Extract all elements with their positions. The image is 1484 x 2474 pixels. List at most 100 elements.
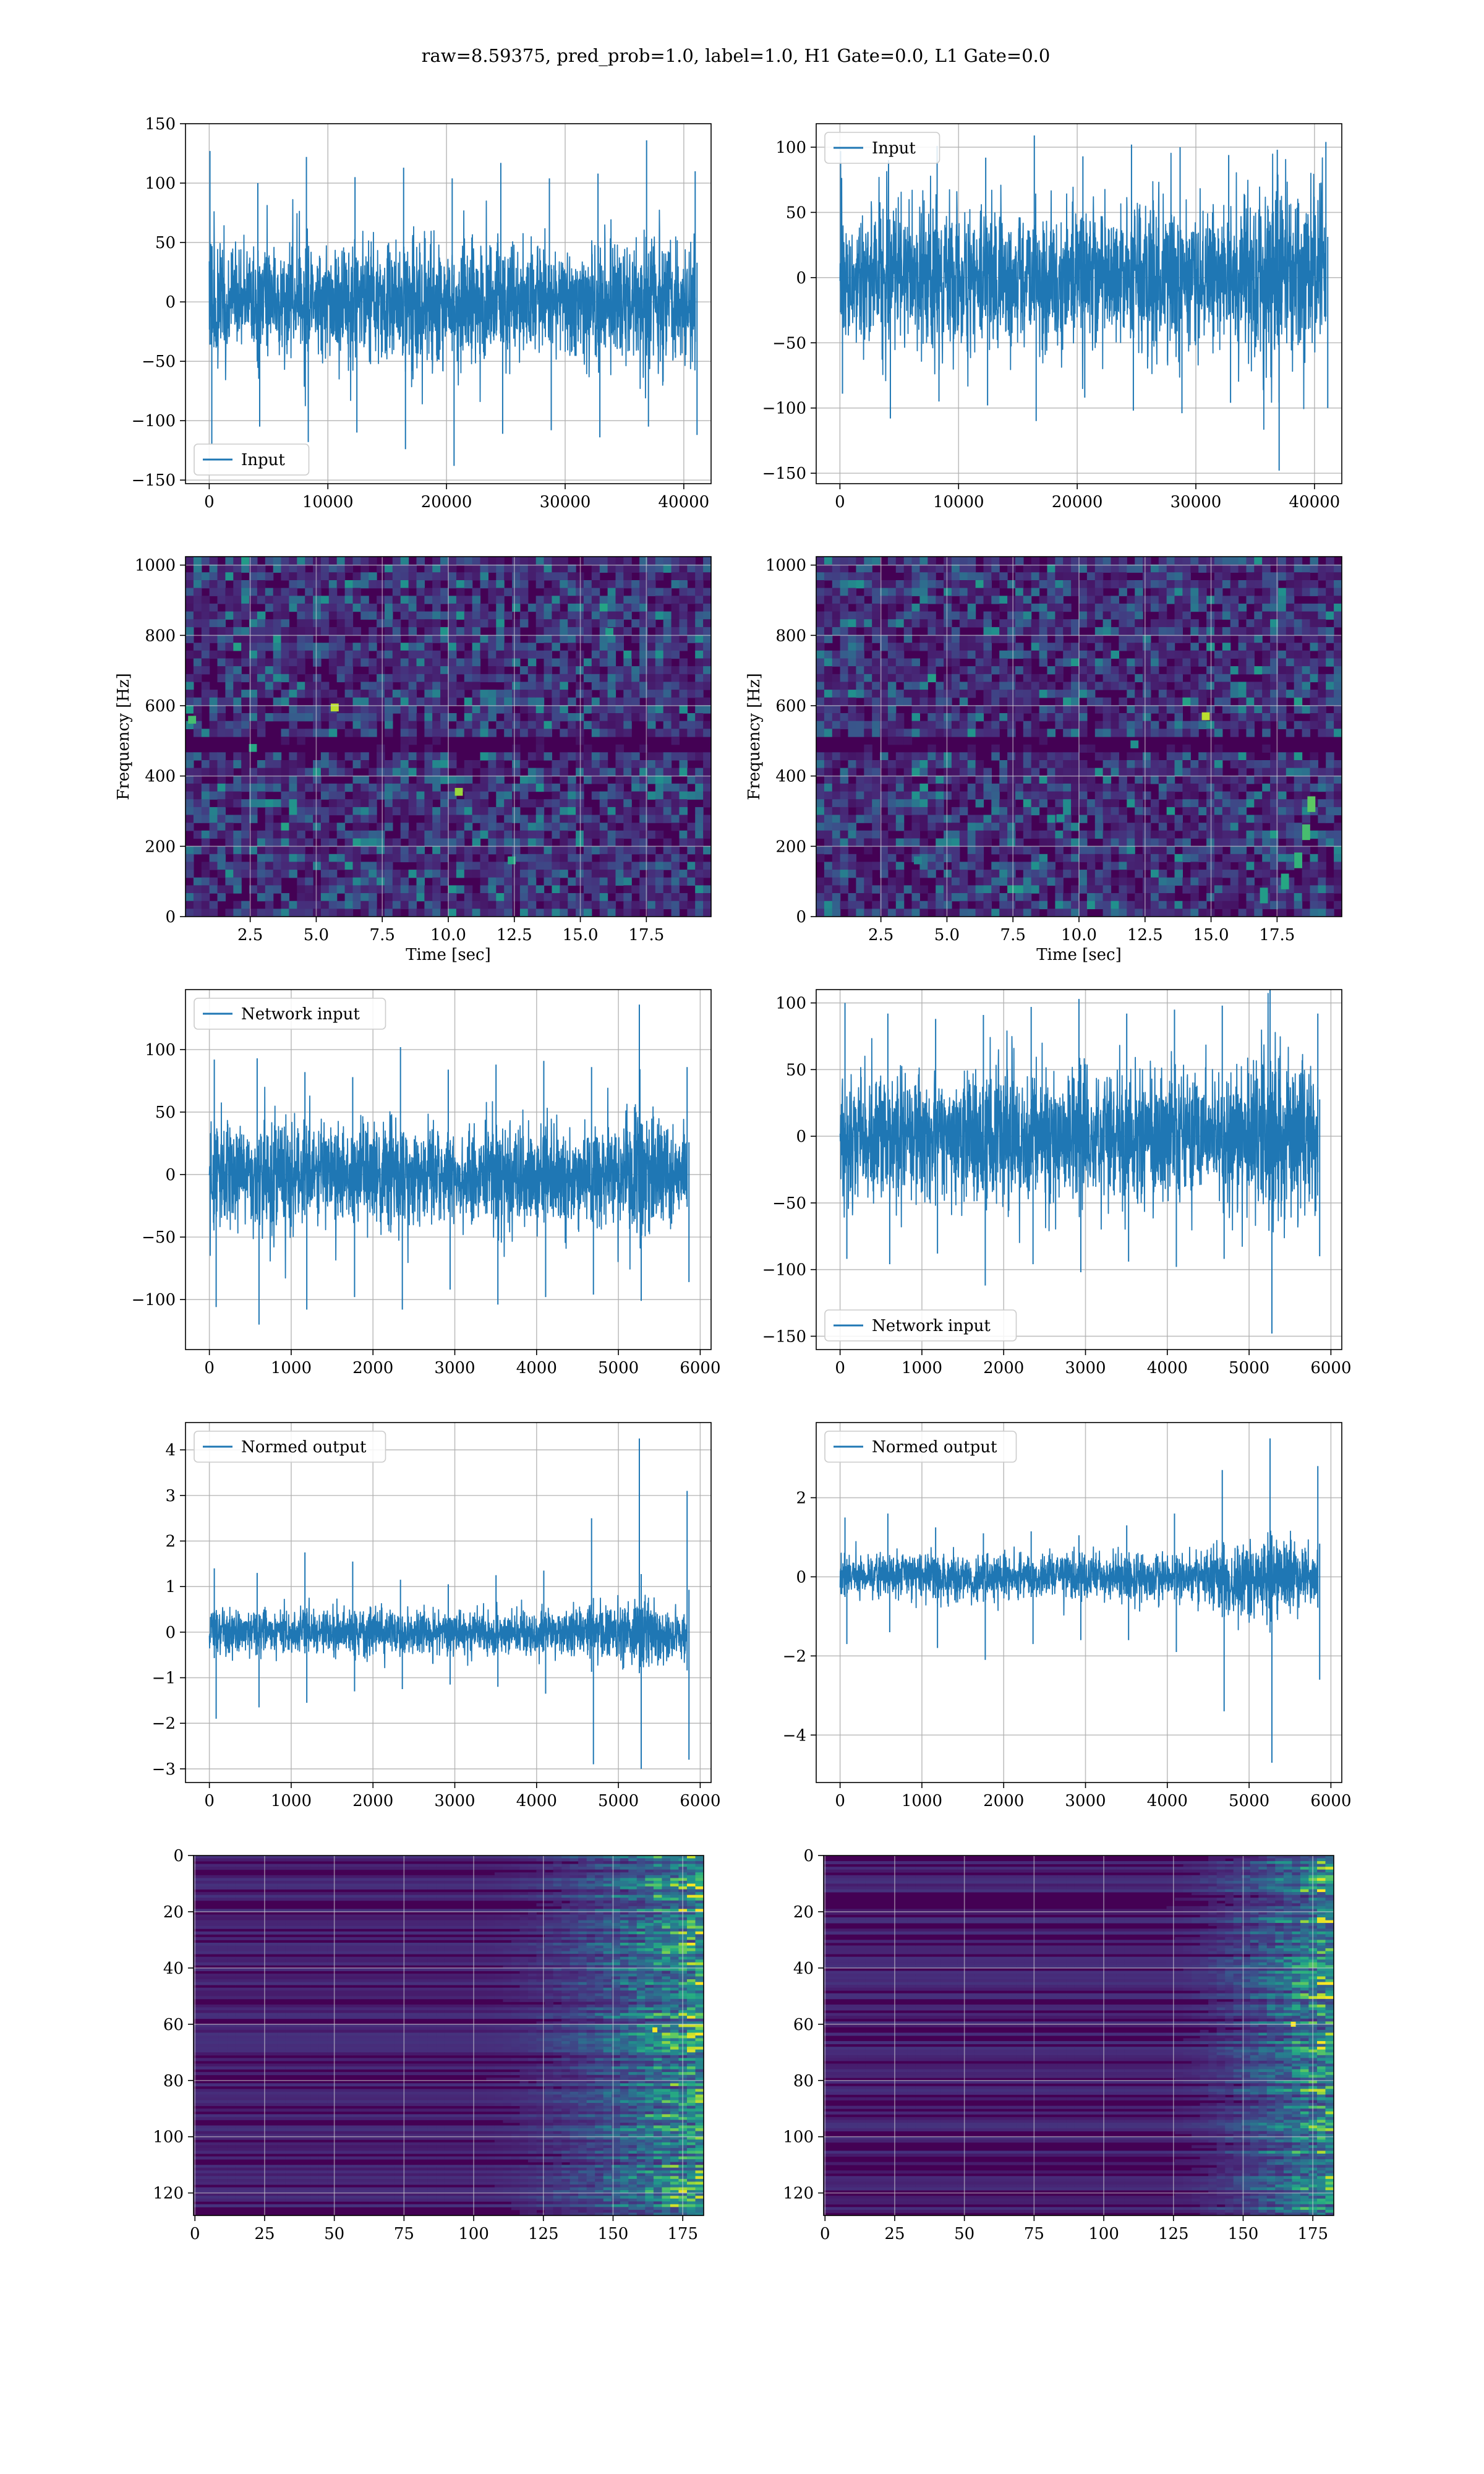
- spectrogram-l1-cell: [1254, 666, 1263, 675]
- spectrogram-l1-cell: [1102, 838, 1112, 847]
- spectrogram-l1-cell: [1039, 580, 1048, 589]
- spectrogram-l1-cell: [959, 893, 968, 902]
- spectrogram-l1-cell: [1246, 885, 1255, 894]
- spectrogram-h1-cell: [703, 815, 711, 823]
- spectrogram-h1-cell: [615, 815, 624, 823]
- spectrogram-l1-cell: [1119, 619, 1127, 628]
- spectrogram-l1-cell: [1278, 893, 1287, 902]
- spectrogram-l1-cell: [1119, 830, 1127, 839]
- spectrogram-h1-cell: [209, 580, 218, 589]
- spectrogram-l1-cell: [824, 752, 833, 761]
- spectrogram-l1-cell: [1111, 674, 1119, 683]
- spectrogram-l1-cell: [1135, 729, 1143, 737]
- spectrogram-l1-cell: [1278, 830, 1287, 839]
- spectrogram-h1-cell: [504, 783, 513, 792]
- spectrogram-l1-cell: [1135, 627, 1143, 636]
- spectrogram-l1-cell: [1071, 760, 1080, 769]
- spectrogram-h1-cell: [663, 557, 672, 565]
- spectrogram-h1-cell: [424, 713, 433, 722]
- spectrogram-h1-cell: [615, 635, 624, 643]
- spectrogram-l1-cell: [983, 815, 992, 823]
- spectrogram-l1-cell: [991, 690, 1000, 698]
- spectrogram-h1-cell: [623, 823, 632, 831]
- spectrogram-h1-cell: [392, 690, 401, 698]
- spectrogram-h1-cell: [400, 893, 409, 902]
- spectrogram-l1-cell: [1230, 870, 1239, 878]
- spectrogram-l1-cell: [975, 783, 984, 792]
- spectrogram-l1-cell: [872, 776, 881, 784]
- spectrogram-l1-cell: [1166, 674, 1175, 683]
- spectrogram-h1-cell: [186, 870, 194, 878]
- spectrogram-l1-cell: [1007, 823, 1016, 831]
- spectrogram-h1-cell: [695, 596, 704, 604]
- spectrogram-l1-cell: [895, 580, 905, 589]
- spectrogram-l1-cell: [1310, 752, 1318, 761]
- spectrogram-l1-cell: [864, 564, 872, 573]
- spectrogram-h1-cell: [352, 862, 361, 870]
- spectrogram-h1-cell: [289, 776, 297, 784]
- spectrogram-h1-cell: [217, 611, 226, 620]
- spectrogram-l1-cell: [1063, 658, 1072, 667]
- spectrogram-h1-cell: [607, 846, 616, 855]
- spectrogram-h1-cell: [432, 627, 441, 636]
- spectrogram-h1-cell: [233, 564, 242, 573]
- spectrogram-h1-cell: [599, 752, 608, 761]
- spectrogram-h1-cell: [655, 783, 664, 792]
- spectrogram-h1-cell: [456, 830, 465, 839]
- spectrogram-h1-cell: [369, 901, 377, 909]
- spectrogram-l1-cell: [1334, 721, 1342, 729]
- spectrogram-l1-cell: [919, 760, 928, 769]
- spectrogram-l1-cell: [1262, 658, 1271, 667]
- spectrogram-l1-cell: [1071, 627, 1080, 636]
- spectrogram-h1-cell: [320, 909, 330, 917]
- spectrogram-l1-cell: [856, 815, 864, 823]
- spectrogram-h1-cell: [639, 674, 648, 683]
- spectrogram-l1-cell: [1174, 838, 1183, 847]
- spectrogram-l1-cell: [848, 705, 856, 714]
- spectrogram-h1-cell: [488, 815, 497, 823]
- spectrogram-l1-cell: [959, 650, 968, 659]
- spectrogram-h1-cell: [440, 588, 449, 596]
- spectrogram-h1-cell: [385, 893, 393, 902]
- spectrogram-l1-cell: [840, 619, 849, 628]
- spectrogram-h1-cell: [297, 823, 305, 831]
- spectrogram-l1-cell: [1214, 838, 1223, 847]
- spectrogram-h1-cell: [552, 760, 560, 769]
- spectrogram-h1-cell: [369, 635, 377, 643]
- spectrogram-l1-cell: [1023, 564, 1032, 573]
- spectrogram-h1-cell: [527, 658, 537, 667]
- spectrogram-h1-cell: [663, 885, 672, 894]
- spectrogram-h1-cell: [281, 596, 289, 604]
- spectrogram-h1-cell: [519, 830, 529, 839]
- spectrogram-l1-cell: [1023, 815, 1032, 823]
- spectrogram-h1-cell: [320, 854, 330, 863]
- spectrogram-l1-cell: [1071, 823, 1080, 831]
- spectrogram-h1-cell: [193, 791, 202, 800]
- spectrogram-l1-cell: [872, 901, 881, 909]
- spectrogram-l1-cell: [1326, 557, 1334, 565]
- spectrogram-l1-cell: [944, 846, 952, 855]
- spectrogram-l1-cell: [991, 557, 1000, 565]
- spectrogram-h1-cell: [687, 830, 696, 839]
- spectrogram-l1-cell: [1318, 658, 1326, 667]
- spectrogram-h1-cell: [385, 877, 393, 886]
- spectrogram-h1-cell: [703, 697, 711, 706]
- spectrogram-h1-cell: [464, 846, 473, 855]
- spectrogram-l1-cell: [1158, 901, 1167, 909]
- spectrogram-l1-cell: [1238, 823, 1247, 831]
- spectrogram-h1-cell: [695, 901, 704, 909]
- spectrogram-l1-cell: [1198, 752, 1207, 761]
- spectrogram-l1-cell: [864, 619, 872, 628]
- spectrogram-h1-cell: [201, 877, 210, 886]
- spectrogram-l1-cell: [1174, 557, 1183, 565]
- spectrogram-l1-cell: [944, 760, 952, 769]
- spectrogram-h1-cell: [369, 627, 377, 636]
- spectrogram-h1-cell: [416, 643, 425, 651]
- spectrogram-l1-cell: [1174, 862, 1183, 870]
- spectrogram-h1-cell: [695, 846, 704, 855]
- spectrogram-l1-cell: [848, 768, 856, 776]
- spectrogram-l1-cell: [1214, 713, 1223, 722]
- spectrogram-l1-cell: [824, 564, 833, 573]
- spectrogram-l1-cell: [1238, 611, 1247, 620]
- spectrogram-l1-cell: [1023, 791, 1032, 800]
